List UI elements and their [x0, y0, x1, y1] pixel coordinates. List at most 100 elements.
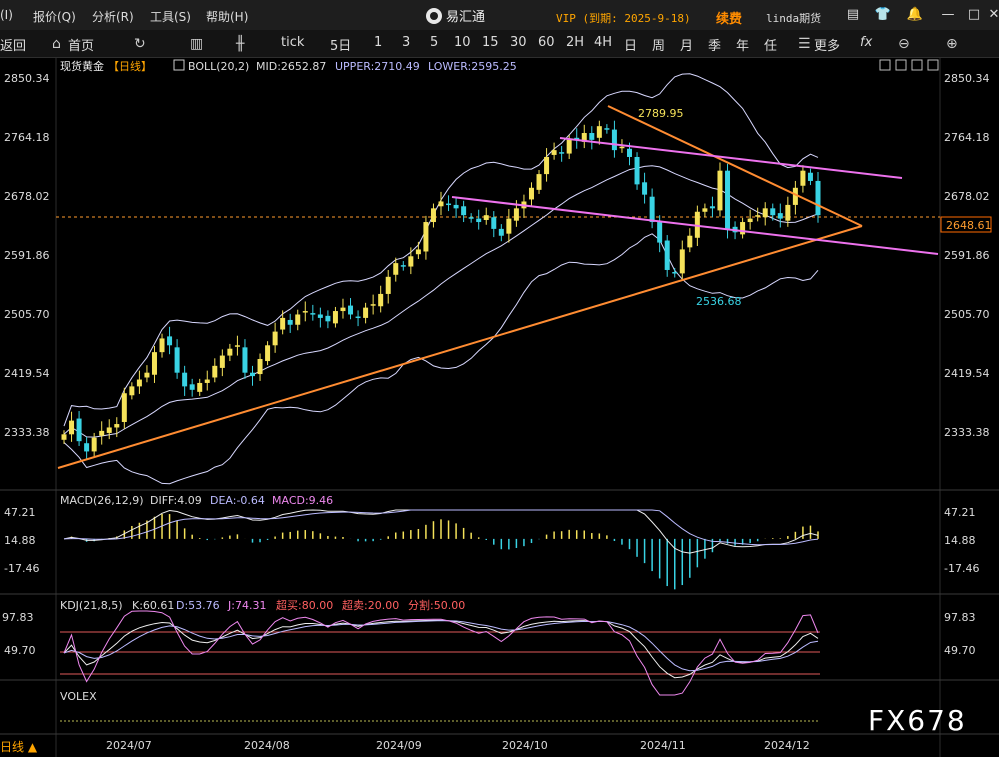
home-icon[interactable]: ⌂ [52, 36, 61, 52]
candlestick-icon[interactable]: ╫ [236, 36, 245, 52]
close-button[interactable]: ✕ [988, 7, 999, 22]
upper-channel-line[interactable] [559, 137, 903, 179]
period-5m[interactable]: 5 [430, 35, 439, 50]
home-button[interactable]: 首页 [68, 39, 95, 54]
app-title: 易汇通 [426, 6, 485, 25]
candle-body [136, 379, 142, 387]
panel-crosshair-icon[interactable] [879, 59, 891, 71]
macd-tick-left: -17.46 [4, 562, 39, 575]
candle-body [272, 331, 278, 346]
x-label-dec: 2024/12 [764, 739, 810, 752]
candle-body [250, 372, 255, 377]
period-4h[interactable]: 4H [594, 35, 613, 50]
current-price-label: 2648.61 [946, 219, 992, 232]
falling-trendline[interactable] [607, 105, 863, 227]
period-month[interactable]: 月 [680, 39, 694, 54]
period-label: 【日线】 [108, 59, 152, 73]
boll-settings-icon[interactable] [173, 59, 185, 71]
candle-body [725, 170, 731, 229]
kdj-tick-top: 97.83 [2, 611, 34, 624]
period-3m[interactable]: 3 [402, 35, 411, 50]
lower-channel-line[interactable] [451, 196, 939, 255]
kdj-k: K:60.61 [132, 599, 174, 612]
candle-body [393, 263, 399, 275]
menu-item[interactable]: (I) [0, 8, 13, 22]
candle-body [167, 336, 173, 346]
kdj-d: D:53.76 [176, 599, 220, 612]
calendar-icon[interactable]: ▤ [846, 7, 860, 22]
period-footer[interactable]: 日线 ▲ [0, 740, 38, 754]
maximize-button[interactable]: □ [967, 7, 981, 22]
candle-body [709, 206, 715, 209]
panel-split-icon[interactable] [895, 59, 907, 71]
menu-analysis[interactable]: 分析(R) [92, 10, 134, 24]
candle-body [596, 126, 602, 138]
bar-chart-icon[interactable]: ▥ [190, 36, 204, 52]
zoom-out-icon[interactable]: ⊖ [898, 36, 910, 52]
rising-trendline[interactable] [57, 225, 863, 469]
candle-body [204, 379, 210, 383]
chart-area[interactable]: 现货黄金 【日线】 BOLL(20,2) MID:2652.87 UPPER:2… [0, 58, 999, 757]
boll-indicator-name: BOLL(20,2) [188, 60, 249, 73]
candle-body [151, 352, 157, 375]
menu-tools[interactable]: 工具(S) [150, 10, 191, 24]
candle-body [672, 272, 678, 274]
candle-body [755, 215, 761, 217]
menu-icon[interactable]: ☰ [798, 36, 811, 52]
shirt-icon[interactable]: 👕 [874, 7, 892, 22]
kdj-divider: 分割:50.00 [408, 598, 465, 612]
menu-help[interactable]: 帮助(H) [206, 10, 249, 24]
period-30m[interactable]: 30 [510, 35, 527, 50]
price-tick-right: 2505.70 [944, 308, 990, 321]
kdj-overbought: 超买:80.00 [276, 598, 333, 612]
panel-maximize-icon[interactable] [911, 59, 923, 71]
period-quarter[interactable]: 季 [708, 39, 722, 54]
bell-icon[interactable]: 🔔 [906, 7, 924, 22]
candle-body [385, 276, 391, 294]
refresh-icon[interactable]: ↻ [134, 36, 146, 52]
period-10m[interactable]: 10 [454, 35, 471, 50]
macd-axis: 47.21 47.21 14.88 14.88 -17.46 -17.46 [4, 506, 979, 575]
panel-close-icon[interactable] [927, 59, 939, 71]
boll-mid-band [63, 165, 819, 438]
candle-body [61, 434, 67, 440]
period-day[interactable]: 日 [624, 39, 638, 54]
period-tick[interactable]: tick [281, 35, 305, 50]
back-button[interactable]: 返回 [0, 39, 27, 54]
renew-link[interactable]: 续费 [716, 12, 743, 27]
price-tick-left: 2505.70 [4, 308, 50, 321]
more-button[interactable]: 更多 [814, 39, 841, 54]
period-week[interactable]: 周 [652, 39, 666, 54]
high-label: 2789.95 [638, 107, 684, 120]
candle-body [212, 365, 218, 378]
macd-tick-right: -17.46 [944, 562, 979, 575]
menu-quote[interactable]: 报价(Q) [33, 10, 76, 24]
period-15m[interactable]: 15 [482, 35, 499, 50]
app-logo-icon [426, 7, 442, 24]
period-year[interactable]: 年 [736, 39, 750, 54]
kdj-d-line [63, 620, 819, 672]
zoom-in-icon[interactable]: ⊕ [946, 36, 958, 52]
period-60m[interactable]: 60 [538, 35, 555, 50]
period-5day[interactable]: 5日 [330, 39, 352, 54]
candle-body [348, 305, 354, 315]
price-tick-right: 2850.34 [944, 72, 990, 85]
macd-tick-right: 14.88 [944, 534, 976, 547]
period-1m[interactable]: 1 [374, 35, 383, 50]
candle-body [325, 315, 331, 322]
x-label-aug: 2024/08 [244, 739, 290, 752]
candle-body [498, 228, 504, 236]
period-2h[interactable]: 2H [566, 35, 585, 50]
user-name[interactable]: linda期货 [766, 12, 822, 25]
price-tick-right: 2764.18 [944, 131, 990, 144]
macd-value: MACD:9.46 [272, 494, 333, 507]
candle-body [777, 213, 783, 219]
candle-body [770, 208, 776, 216]
candle-body [121, 393, 127, 422]
minimize-button[interactable]: — [941, 7, 955, 22]
formula-button[interactable]: fx [860, 35, 873, 50]
panel-controls [879, 59, 939, 71]
price-axis: 2850.34 2850.34 2764.18 2764.18 2678.02 2678.… [4, 72, 990, 439]
period-custom[interactable]: 任 [764, 39, 778, 54]
app-title-text: 易汇通 [446, 10, 486, 25]
